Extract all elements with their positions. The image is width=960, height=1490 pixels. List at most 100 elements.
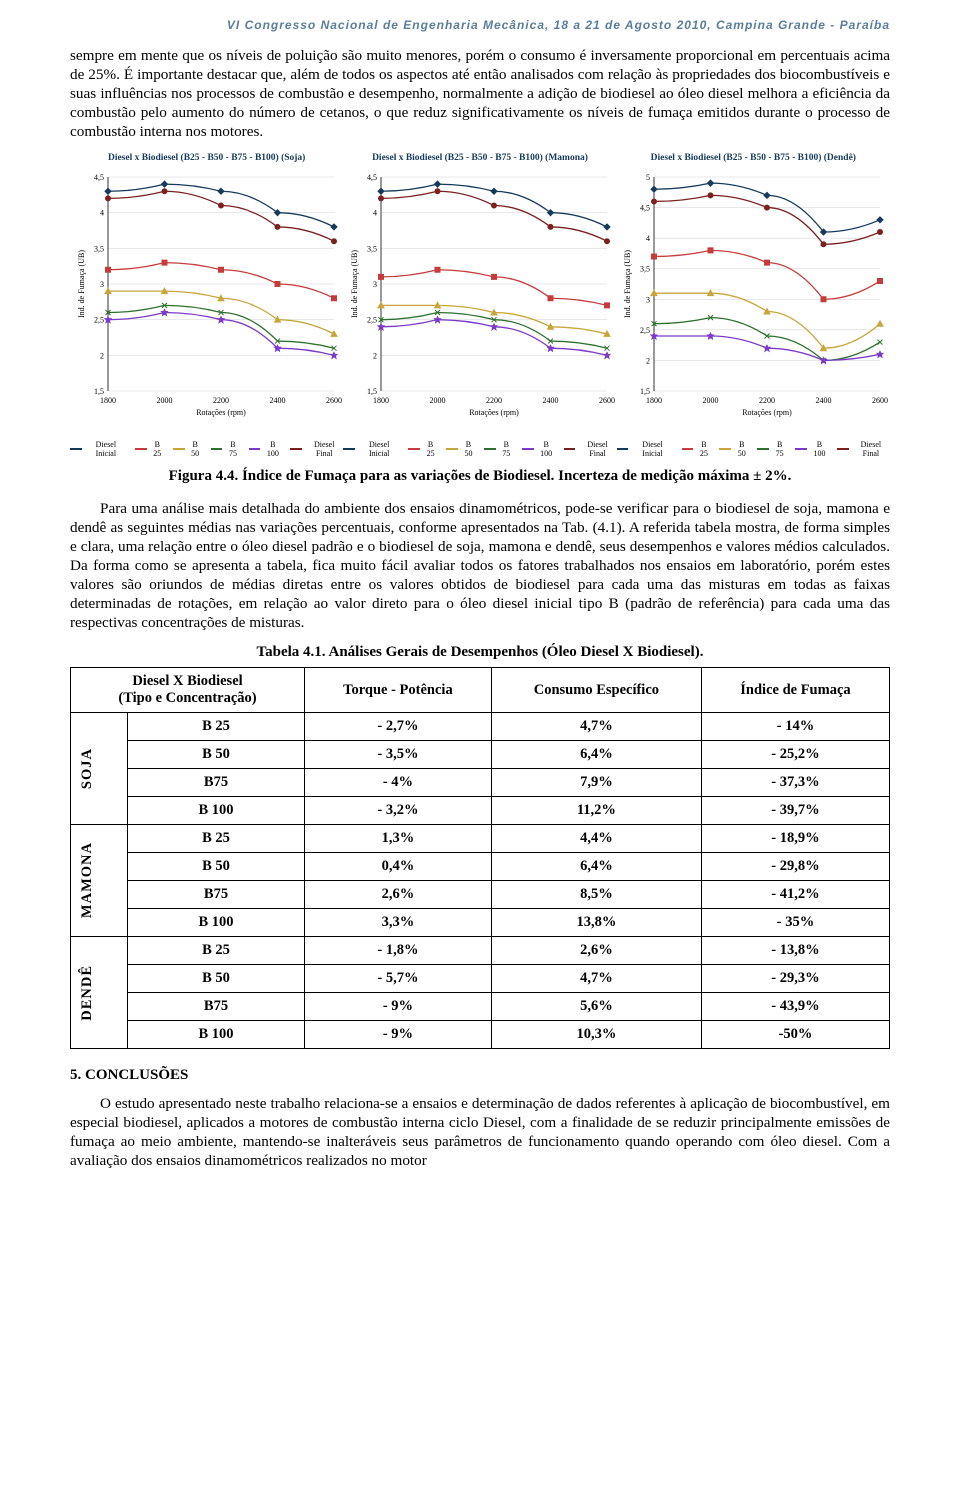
figure-caption: Figura 4.4. Índice de Fumaça para as var… [70, 468, 890, 485]
table-cell: - 37,3% [701, 769, 889, 797]
legend-b100: B 100 [795, 440, 829, 458]
section-5-heading: 5. CONCLUSÕES [70, 1067, 890, 1084]
svg-text:4,5: 4,5 [640, 204, 650, 213]
table-cell: - 29,8% [701, 853, 889, 881]
legend-diesel_inicial: Diesel Inicial [343, 440, 400, 458]
table-cell: 13,8% [491, 909, 701, 937]
legend-diesel_final: Diesel Final [837, 440, 890, 458]
table-cell: 5,6% [491, 993, 701, 1021]
legend-b50: B 50 [446, 440, 476, 458]
legend-b75: B 75 [211, 440, 241, 458]
svg-text:2: 2 [373, 351, 377, 360]
chart-panel-2: Diesel x Biodiesel (B25 - B50 - B75 - B1… [617, 153, 890, 458]
table-row-label: B 25 [128, 937, 305, 965]
table-cell: 4,4% [491, 825, 701, 853]
table-row-label: B 100 [128, 909, 305, 937]
svg-text:2: 2 [646, 356, 650, 365]
table-cell: - 29,3% [701, 965, 889, 993]
table-cell: 6,4% [491, 741, 701, 769]
table-group-SOJA: SOJA [79, 748, 96, 789]
svg-text:4,5: 4,5 [94, 173, 104, 182]
page-header: VI Congresso Nacional de Engenharia Mecâ… [70, 18, 890, 32]
legend-b75: B 75 [757, 440, 787, 458]
table-cell: 11,2% [491, 797, 701, 825]
legend-diesel_final: Diesel Final [290, 440, 343, 458]
legend-b50: B 50 [173, 440, 203, 458]
table-col: Índice de Fumaça [701, 668, 889, 713]
table-cell: - 41,2% [701, 881, 889, 909]
chart-legend: Diesel InicialB 25B 50B 75B 100Diesel Fi… [70, 440, 343, 458]
svg-text:1,5: 1,5 [640, 387, 650, 396]
table-cell: 6,4% [491, 853, 701, 881]
svg-text:4: 4 [100, 209, 104, 218]
charts-row: Diesel x Biodiesel (B25 - B50 - B75 - B1… [70, 153, 890, 458]
svg-text:2: 2 [100, 351, 104, 360]
table-row-label: B 25 [128, 825, 305, 853]
chart-panel-1: Diesel x Biodiesel (B25 - B50 - B75 - B1… [343, 153, 616, 458]
svg-text:Rotações (rpm): Rotações (rpm) [469, 408, 519, 417]
chart-1: 1,522,533,544,518002000220024002600Rotaç… [345, 171, 615, 431]
table-cell: - 18,9% [701, 825, 889, 853]
table-cell: - 5,7% [305, 965, 492, 993]
table-cell: - 2,7% [305, 713, 492, 741]
performance-table: Diesel X Biodiesel(Tipo e Concentração) T… [70, 667, 890, 1049]
svg-text:3,5: 3,5 [640, 265, 650, 274]
paragraph-1: sempre em mente que os níveis de poluiçã… [70, 46, 890, 141]
table-cell: - 13,8% [701, 937, 889, 965]
svg-text:4: 4 [646, 234, 650, 243]
table-head-type-sub: (Tipo e Concentração) [79, 690, 296, 707]
chart-2: 1,522,533,544,5518002000220024002600Rota… [618, 171, 888, 431]
table-cell: 7,9% [491, 769, 701, 797]
svg-text:2200: 2200 [759, 396, 775, 405]
svg-text:Ind. de Fumaça (UB): Ind. de Fumaça (UB) [350, 250, 359, 318]
table-head-type: Diesel X Biodiesel [79, 673, 296, 690]
svg-text:Ind. de Fumaça (UB): Ind. de Fumaça (UB) [77, 250, 86, 318]
svg-text:Rotações (rpm): Rotações (rpm) [743, 408, 793, 417]
table-cell: - 43,9% [701, 993, 889, 1021]
table-cell: 2,6% [305, 881, 492, 909]
table-row-label: B 50 [128, 965, 305, 993]
table-cell: -50% [701, 1021, 889, 1049]
table-cell: 4,7% [491, 965, 701, 993]
svg-text:3,5: 3,5 [94, 244, 104, 253]
svg-text:2000: 2000 [429, 396, 445, 405]
table-caption: Tabela 4.1. Análises Gerais de Desempenh… [70, 644, 890, 661]
chart-legend: Diesel InicialB 25B 50B 75B 100Diesel Fi… [343, 440, 616, 458]
svg-text:2400: 2400 [816, 396, 832, 405]
paragraph-3: O estudo apresentado neste trabalho rela… [70, 1094, 890, 1170]
svg-text:3: 3 [646, 295, 650, 304]
svg-text:2600: 2600 [599, 396, 615, 405]
svg-text:Ind. de Fumaça (UB): Ind. de Fumaça (UB) [623, 250, 632, 318]
legend-diesel_final: Diesel Final [564, 440, 617, 458]
chart-title: Diesel x Biodiesel (B25 - B50 - B75 - B1… [343, 153, 616, 163]
table-cell: - 14% [701, 713, 889, 741]
svg-text:2200: 2200 [213, 396, 229, 405]
table-group-MAMONA: MAMONA [79, 842, 96, 918]
table-cell: - 9% [305, 993, 492, 1021]
table-cell: 10,3% [491, 1021, 701, 1049]
svg-text:2400: 2400 [269, 396, 285, 405]
legend-b100: B 100 [522, 440, 556, 458]
table-col: Consumo Específico [491, 668, 701, 713]
chart-0: 1,522,533,544,518002000220024002600Rotaç… [72, 171, 342, 431]
svg-text:1800: 1800 [100, 396, 116, 405]
chart-panel-0: Diesel x Biodiesel (B25 - B50 - B75 - B1… [70, 153, 343, 458]
svg-text:2,5: 2,5 [640, 326, 650, 335]
svg-text:3: 3 [100, 280, 104, 289]
svg-text:1800: 1800 [373, 396, 389, 405]
svg-text:4: 4 [373, 209, 377, 218]
table-group-DENDÊ: DENDÊ [79, 965, 96, 1021]
table-col: Torque - Potência [305, 668, 492, 713]
table-row-label: B 50 [128, 741, 305, 769]
chart-title: Diesel x Biodiesel (B25 - B50 - B75 - B1… [70, 153, 343, 163]
svg-text:2000: 2000 [703, 396, 719, 405]
table-cell: 3,3% [305, 909, 492, 937]
legend-diesel_inicial: Diesel Inicial [617, 440, 674, 458]
table-row-label: B 100 [128, 1021, 305, 1049]
table-row-label: B 100 [128, 797, 305, 825]
table-cell: 1,3% [305, 825, 492, 853]
svg-text:2,5: 2,5 [94, 316, 104, 325]
svg-text:Rotações (rpm): Rotações (rpm) [196, 408, 246, 417]
legend-b25: B 25 [135, 440, 165, 458]
svg-text:2600: 2600 [872, 396, 888, 405]
